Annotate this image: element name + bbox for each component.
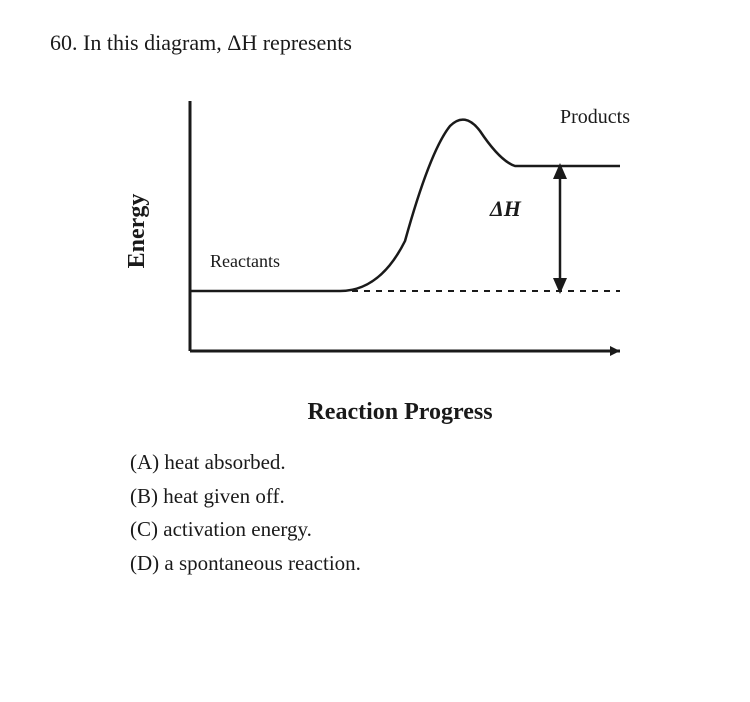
answer-choices: (A) heat absorbed. (B) heat given off. (…	[130, 446, 710, 580]
reactants-label: Reactants	[210, 251, 280, 272]
question-number: 60.	[50, 30, 78, 55]
answer-b: (B) heat given off.	[130, 480, 710, 514]
answer-a: (A) heat absorbed.	[130, 446, 710, 480]
x-axis-arrow	[610, 346, 620, 356]
answer-c: (C) activation energy.	[130, 513, 710, 547]
x-axis-label: Reaction Progress	[307, 399, 492, 426]
question-prompt: In this diagram, ΔH represents	[83, 30, 352, 55]
energy-diagram: Energy Reactants Products ΔH Reaction Pr…	[160, 76, 640, 386]
question-text: 60. In this diagram, ΔH represents	[50, 30, 710, 56]
products-label: Products	[560, 106, 630, 129]
answer-d: (D) a spontaneous reaction.	[130, 547, 710, 581]
delta-h-arrow-bottom	[553, 278, 567, 294]
y-axis-label: Energy	[124, 194, 151, 269]
delta-h-label: ΔH	[490, 196, 521, 222]
